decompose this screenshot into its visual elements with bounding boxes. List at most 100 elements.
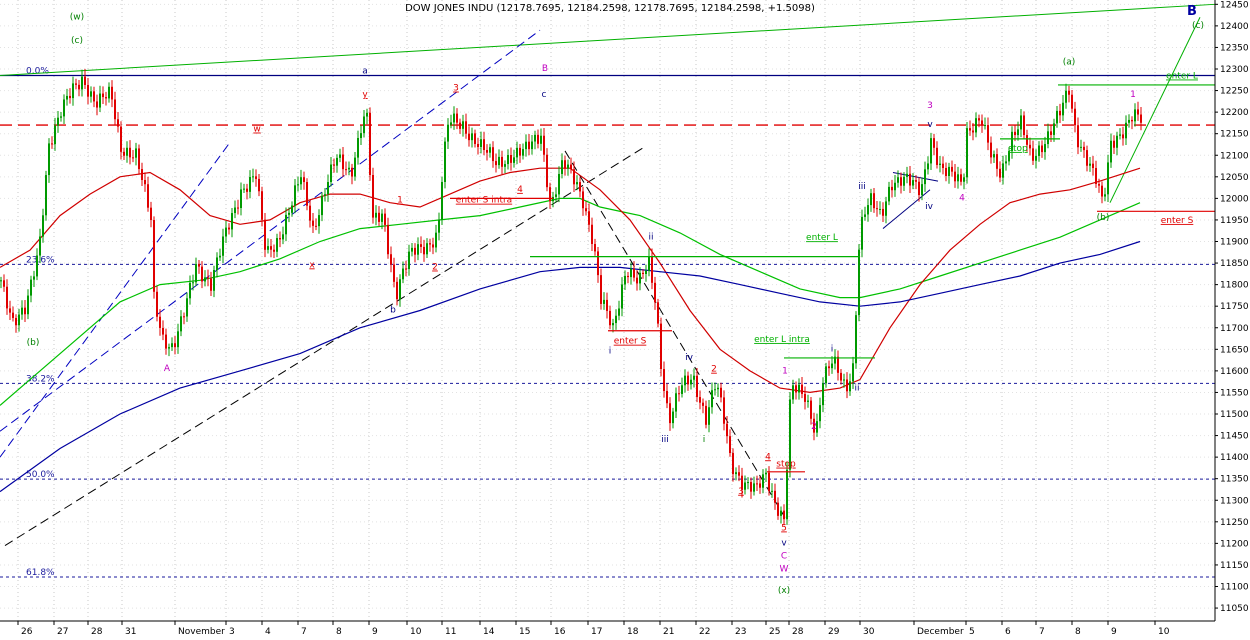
price-bar-body bbox=[1005, 161, 1007, 164]
price-bar-body bbox=[1092, 163, 1094, 169]
price-bar-body bbox=[1116, 135, 1118, 148]
price-bar-body bbox=[1065, 90, 1067, 103]
price-bar-body bbox=[513, 157, 515, 163]
price-bar-body bbox=[69, 95, 71, 99]
fib-level-label: 0.0% bbox=[26, 66, 49, 76]
price-tick-label: 11350 bbox=[1220, 475, 1249, 485]
price-bar-body bbox=[93, 91, 95, 102]
price-bar-body bbox=[159, 316, 161, 328]
price-bar-body bbox=[309, 205, 311, 221]
price-bar-body bbox=[915, 180, 917, 182]
price-bar-body bbox=[33, 276, 35, 280]
price-bar-body bbox=[384, 213, 386, 225]
price-bar-body bbox=[1014, 131, 1016, 136]
price-bar-body bbox=[1038, 145, 1040, 156]
price-tick-label: 12150 bbox=[1220, 130, 1249, 140]
price-bar-body bbox=[537, 134, 539, 144]
price-bar-body bbox=[279, 238, 281, 240]
price-bar-body bbox=[759, 483, 761, 488]
price-bar-body bbox=[450, 122, 452, 125]
date-tick-label: 29 bbox=[828, 627, 840, 636]
price-bar-body bbox=[873, 193, 875, 209]
price-bar-body bbox=[1020, 115, 1022, 130]
price-bar-body bbox=[387, 224, 389, 255]
price-bar-body bbox=[54, 125, 56, 145]
date-tick-label: 10 bbox=[1158, 627, 1170, 636]
price-bar-body bbox=[120, 126, 122, 152]
price-bar-body bbox=[195, 264, 197, 283]
price-bar-body bbox=[9, 308, 11, 313]
wave-annotation: (b) bbox=[1097, 213, 1110, 223]
price-bar-body bbox=[303, 177, 305, 183]
price-bar-body bbox=[561, 160, 563, 174]
price-bar-body bbox=[984, 125, 986, 127]
price-bar-body bbox=[501, 156, 503, 167]
date-tick-label: 4 bbox=[265, 627, 271, 636]
price-bar-body bbox=[846, 379, 848, 392]
price-bar-body bbox=[156, 291, 158, 317]
price-bar-body bbox=[1062, 102, 1064, 116]
price-bar-body bbox=[504, 164, 506, 167]
price-bar-body bbox=[222, 236, 224, 256]
price-bar-body bbox=[168, 347, 170, 349]
price-bar-body bbox=[1053, 123, 1055, 135]
price-bar-body bbox=[861, 216, 863, 250]
price-bar-body bbox=[216, 257, 218, 271]
price-bar-body bbox=[888, 186, 890, 202]
price-bar-body bbox=[276, 238, 278, 252]
price-bar-body bbox=[891, 186, 893, 191]
fib-level-label: 38.2% bbox=[26, 374, 55, 384]
date-tick-label: 11 bbox=[445, 627, 456, 636]
date-tick-label: 9 bbox=[1111, 627, 1117, 636]
price-bar-body bbox=[408, 251, 410, 270]
price-bar-body bbox=[141, 169, 143, 180]
price-bar-body bbox=[477, 143, 479, 148]
price-tick-label: 11900 bbox=[1220, 238, 1249, 248]
date-tick-label: 7 bbox=[1039, 627, 1045, 636]
price-bar-body bbox=[600, 275, 602, 304]
price-bar-body bbox=[1125, 122, 1127, 139]
price-bar-body bbox=[867, 205, 869, 215]
price-bar-body bbox=[108, 86, 110, 99]
price-tick-label: 12300 bbox=[1220, 65, 1249, 75]
price-bar-body bbox=[720, 387, 722, 398]
date-tick-label: 8 bbox=[1075, 627, 1081, 636]
price-bar-body bbox=[1074, 108, 1076, 126]
price-tick-label: 11550 bbox=[1220, 388, 1249, 398]
price-tick-label: 11500 bbox=[1220, 410, 1249, 420]
wave-annotation: (x) bbox=[778, 586, 790, 596]
price-bar-body bbox=[366, 112, 368, 117]
price-tick-label: 11200 bbox=[1220, 539, 1249, 549]
price-bar-body bbox=[597, 251, 599, 276]
wave-annotation: stop bbox=[1008, 144, 1028, 154]
price-bar-body bbox=[60, 116, 62, 118]
price-bar-body bbox=[360, 133, 362, 138]
price-bar-body bbox=[204, 277, 206, 282]
price-bar-body bbox=[126, 147, 128, 156]
price-bar-body bbox=[474, 133, 476, 144]
price-bar-body bbox=[438, 219, 440, 233]
date-tick-label: 23 bbox=[735, 627, 746, 636]
wave-annotation: enter S intra bbox=[456, 196, 512, 206]
price-bar-body bbox=[102, 93, 104, 98]
price-bar-body bbox=[444, 141, 446, 182]
price-bar-body bbox=[627, 275, 629, 278]
price-bar-body bbox=[225, 227, 227, 237]
price-bar-body bbox=[1140, 114, 1142, 123]
wave-annotation: 3 bbox=[738, 487, 744, 497]
price-bar-body bbox=[231, 213, 233, 230]
wave-annotation: iv bbox=[925, 202, 934, 212]
price-bar-body bbox=[51, 143, 53, 145]
price-bar-body bbox=[333, 164, 335, 166]
wave-annotation: v bbox=[927, 120, 933, 130]
price-bar-body bbox=[654, 282, 656, 303]
price-bar-body bbox=[177, 331, 179, 348]
price-bar-body bbox=[834, 356, 836, 364]
price-bar-body bbox=[708, 407, 710, 425]
price-bar-body bbox=[411, 247, 413, 252]
price-bar-body bbox=[864, 214, 866, 217]
wave-annotation: i bbox=[831, 344, 834, 354]
price-bar-body bbox=[636, 277, 638, 284]
